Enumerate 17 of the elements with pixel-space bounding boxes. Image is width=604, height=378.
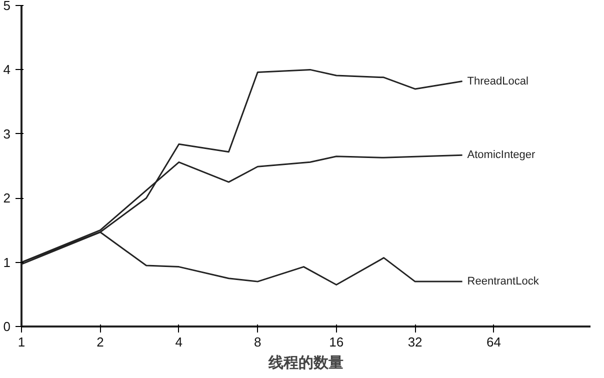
y-tick-label: 2 [3,190,11,206]
y-tick-label: 5 [3,0,11,13]
series-label: ReentrantLock [467,276,540,288]
y-tick-label: 4 [3,62,11,78]
series-label: ThreadLocal [467,75,528,88]
x-tick-label: 32 [408,334,422,350]
y-tick-label: 0 [3,319,11,334]
x-tick-label: 4 [175,334,183,350]
y-tick-label: 1 [3,254,11,270]
x-tick-label: 16 [329,334,344,350]
y-tick-label: 3 [3,126,11,142]
series-label: AtomicInteger [467,149,536,162]
x-axis-title: 线程的数量 [268,354,344,372]
x-tick-label: 1 [18,334,26,350]
x-tick-label: 64 [486,334,502,350]
x-tick-label: 8 [254,334,262,350]
x-tick-label: 2 [96,334,104,350]
